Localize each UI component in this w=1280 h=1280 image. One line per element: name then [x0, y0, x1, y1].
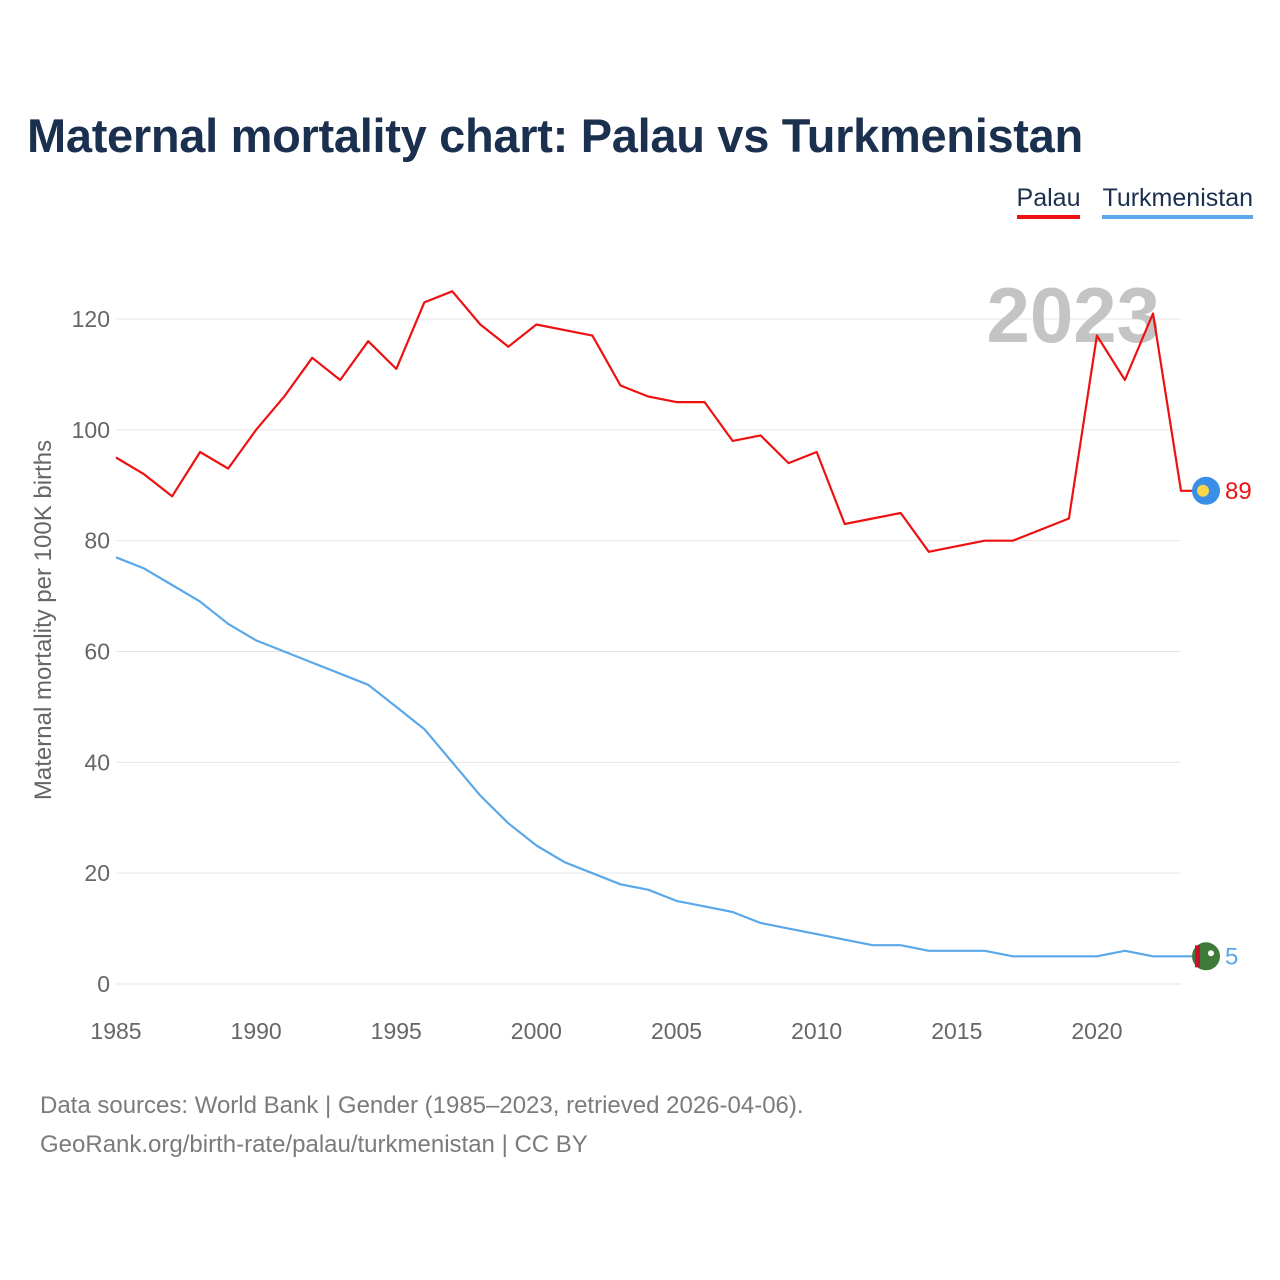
x-tick-label: 2020 [1071, 1018, 1122, 1044]
series-end-label-turkmenistan: 5 [1225, 943, 1238, 970]
y-tick-label: 80 [84, 528, 110, 554]
x-tick-label: 2000 [511, 1018, 562, 1044]
series-end-label-palau: 89 [1225, 478, 1252, 505]
y-tick-label: 0 [97, 971, 110, 997]
palau-flag-sun [1197, 484, 1209, 497]
x-tick-label: 1990 [231, 1018, 282, 1044]
y-tick-label: 60 [84, 639, 110, 665]
year-watermark: 2023 [986, 271, 1160, 359]
source-line-2[interactable]: GeoRank.org/birth-rate/palau/turkmenista… [40, 1131, 588, 1158]
x-tick-label: 2010 [791, 1018, 842, 1044]
legend: Palau Turkmenistan [1016, 184, 1253, 219]
y-axis-label: Maternal mortality per 100K births [30, 440, 57, 800]
x-tick-label: 2005 [651, 1018, 702, 1044]
x-tick-label: 1985 [90, 1018, 141, 1044]
source-line-1: Data sources: World Bank | Gender (1985–… [40, 1092, 804, 1119]
chart-title: Maternal mortality chart: Palau vs Turkm… [27, 109, 1083, 162]
legend-item-turkmenistan[interactable]: Turkmenistan [1102, 184, 1253, 219]
legend-item-palau[interactable]: Palau [1016, 184, 1081, 219]
y-tick-label: 100 [72, 417, 110, 443]
turkmenistan-flag-band [1195, 945, 1200, 968]
series-line-palau [115, 290, 1197, 553]
x-tick-label: 2015 [931, 1018, 982, 1044]
y-tick-label: 40 [84, 749, 110, 775]
turkmenistan-flag-crescent [1208, 950, 1214, 957]
y-tick-label: 20 [84, 860, 110, 886]
y-tick-label: 120 [72, 306, 110, 332]
x-tick-label: 1995 [371, 1018, 422, 1044]
series-line-turkmenistan [115, 556, 1197, 958]
source-note: Data sources: World Bank | Gender (1985–… [40, 1086, 804, 1164]
